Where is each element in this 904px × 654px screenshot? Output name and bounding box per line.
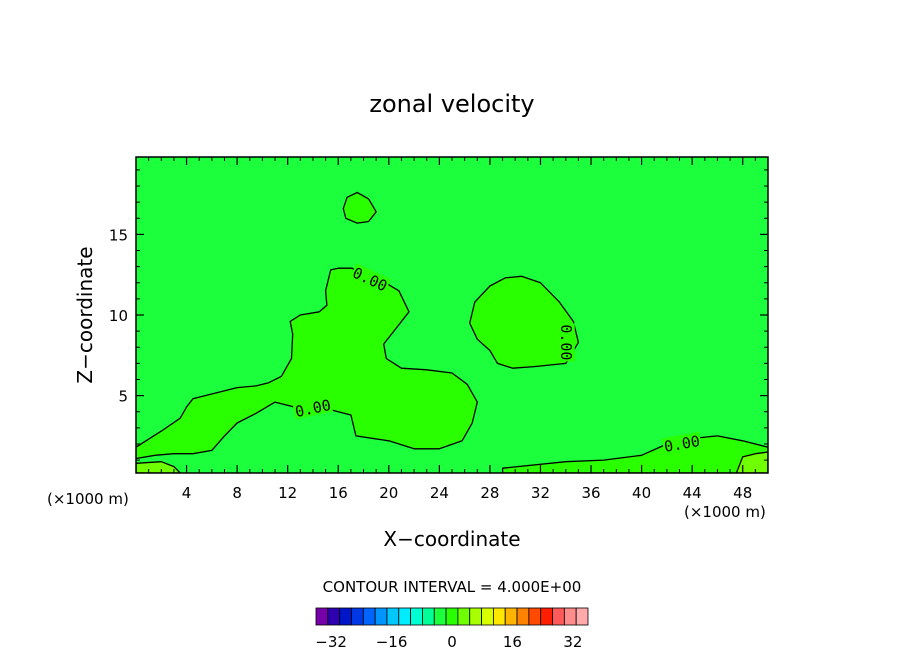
- colorbar-swatch: [445, 607, 459, 626]
- colorbar-swatch: [339, 607, 352, 626]
- x-unit-left: (×1000 m): [47, 490, 129, 508]
- x-tick-label: 4: [182, 484, 192, 502]
- colorbar-swatch: [374, 607, 388, 626]
- region-right-near-surface-region: [501, 435, 768, 473]
- x-tick-label: 16: [329, 484, 348, 502]
- colorbar-swatch: [540, 607, 553, 626]
- contour-label-bg: [292, 395, 334, 420]
- colorbar-swatch: [552, 607, 565, 626]
- colorbar-swatch: [563, 607, 577, 626]
- x-unit-right: (×1000 m): [684, 503, 766, 521]
- colorbar-swatch: [410, 607, 423, 626]
- colorbar-swatch: [492, 607, 506, 626]
- contour-label-bg: [661, 431, 702, 455]
- x-tick-label: 36: [581, 484, 600, 502]
- colorbar-swatch: [398, 607, 412, 626]
- plot-area: [136, 157, 768, 473]
- y-axis-label: Z−coordinate: [73, 246, 97, 383]
- contour-labels: 0.000.000.000.00: [292, 263, 702, 456]
- x-tick-label: 32: [531, 484, 550, 502]
- colorbar-tick-label: 32: [563, 633, 582, 651]
- colorbar-swatch: [327, 607, 341, 626]
- colorbar-swatch: [433, 607, 447, 626]
- colorbar-swatch: [481, 607, 494, 626]
- x-tick-label: 20: [379, 484, 398, 502]
- region-central-positive-region: [136, 267, 478, 460]
- colorbar-swatch: [422, 607, 435, 626]
- contour-label-bg: [349, 263, 391, 294]
- colorbar-swatch: [528, 607, 542, 626]
- y-tick-label: 15: [109, 226, 128, 244]
- contour-label: 0.00: [557, 324, 575, 360]
- contour-label-bg: [558, 323, 575, 362]
- colorbar: −32 −16 0 16 32: [315, 607, 589, 651]
- region-bottom-left-positive-strip: [136, 461, 181, 473]
- x-tick-label: 44: [683, 484, 702, 502]
- chart-title: zonal velocity: [369, 90, 534, 118]
- colorbar-tick-label: 0: [447, 633, 457, 651]
- contour-interval-text: CONTOUR INTERVAL = 4.000E+00: [323, 578, 582, 596]
- x-tick-label: 40: [632, 484, 651, 502]
- x-tick-label: 12: [278, 484, 297, 502]
- colorbar-swatch: [516, 607, 530, 626]
- contour-label: 0.00: [663, 432, 702, 456]
- x-axis-label: X−coordinate: [383, 527, 520, 551]
- colorbar-swatch: [504, 607, 518, 626]
- colorbar-tick-label: −16: [376, 633, 408, 651]
- x-tick-label: 28: [480, 484, 499, 502]
- x-tick-label: 24: [430, 484, 449, 502]
- x-tick-label: 48: [733, 484, 752, 502]
- y-tick-label: 5: [118, 388, 128, 406]
- colorbar-swatch: [315, 607, 329, 626]
- colorbar-tick-label: −32: [315, 633, 347, 651]
- colorbar-swatch: [362, 607, 376, 626]
- region-top-positive-region: [342, 191, 377, 224]
- colorbar-swatch: [575, 607, 589, 626]
- colorbar-swatch: [351, 607, 364, 626]
- y-tick-label: 10: [109, 307, 128, 325]
- x-tick-label: 8: [232, 484, 242, 502]
- region-right-positive-region: [469, 275, 580, 369]
- colorbar-swatch: [457, 607, 471, 626]
- colorbar-swatch: [469, 607, 482, 626]
- colorbar-swatch: [386, 607, 400, 626]
- region-bottom-right-positive-strip: [735, 451, 768, 473]
- colorbar-tick-label: 16: [503, 633, 522, 651]
